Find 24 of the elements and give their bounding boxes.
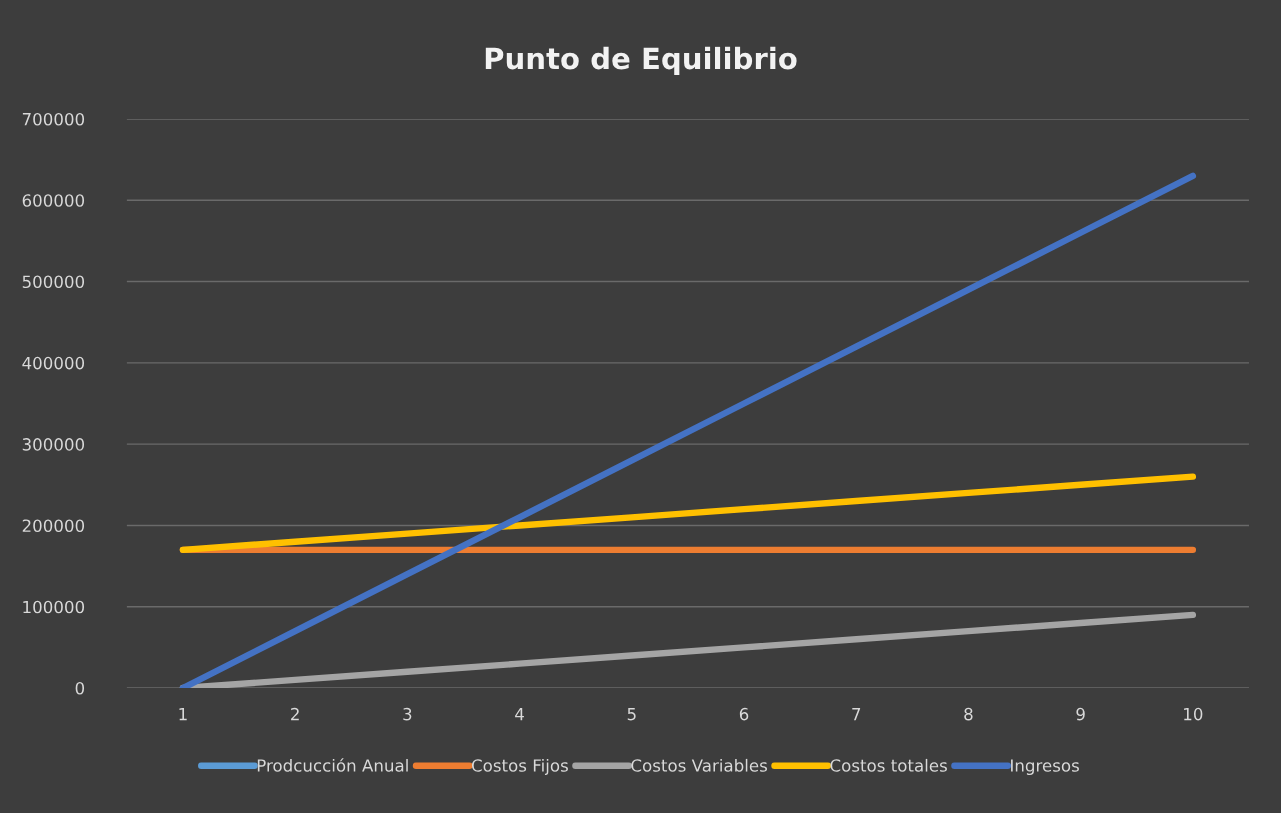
legend-label: Prodcucción Anual — [257, 758, 408, 772]
x-tick-label: 4 — [515, 708, 524, 721]
legend-label: Costos totales — [830, 758, 947, 772]
x-tick-label: 9 — [1076, 707, 1085, 721]
y-tick-label: 400000 — [22, 356, 85, 370]
x-tick-label: 7 — [852, 708, 861, 721]
x-tick-label: 3 — [403, 707, 412, 721]
y-tick-label: 300000 — [22, 438, 85, 451]
y-tick-label: 0 — [75, 682, 85, 695]
x-tick-label: 5 — [627, 708, 636, 721]
x-tick-label: 6 — [739, 707, 749, 721]
y-tick-label: 200000 — [22, 519, 85, 533]
x-tick-label: 10 — [1184, 707, 1203, 721]
y-tick-label: 600000 — [22, 194, 85, 207]
legend-label: Costos Fijos — [471, 758, 568, 776]
y-tick-label: 700000 — [22, 112, 85, 126]
x-tick-label: 2 — [291, 707, 299, 721]
chart-title: Punto de Equilibrio — [485, 46, 797, 76]
legend-label: Costos Variables — [631, 758, 768, 772]
legend-label: Ingresos — [1011, 759, 1079, 776]
y-tick-label: 100000 — [23, 600, 85, 614]
x-tick-label: 1 — [179, 708, 187, 721]
y-tick-label: 500000 — [22, 275, 85, 289]
x-tick-label: 8 — [964, 707, 973, 721]
